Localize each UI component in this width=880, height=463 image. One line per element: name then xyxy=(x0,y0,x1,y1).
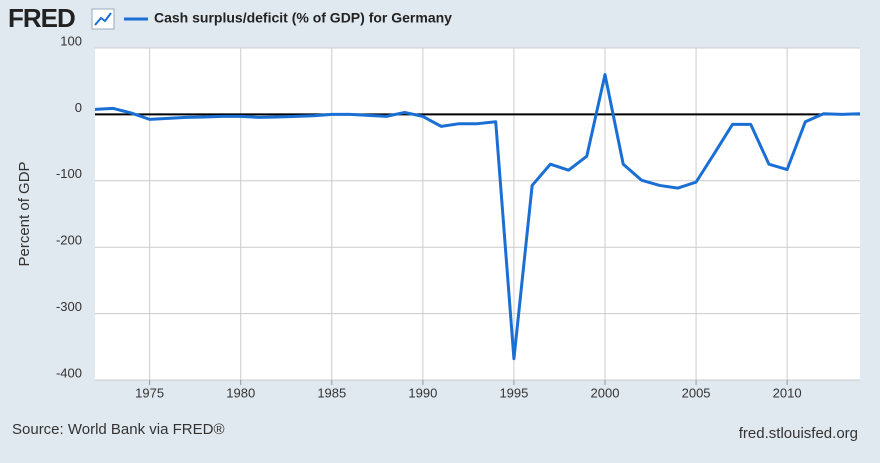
y-tick-label: 100 xyxy=(60,33,82,48)
x-tick-label: 2005 xyxy=(682,385,711,400)
logo-icon xyxy=(91,8,115,30)
x-tick-label: 2000 xyxy=(591,385,620,400)
source: Source: World Bank via FRED® xyxy=(12,421,225,438)
logo: FRED xyxy=(8,3,75,33)
legend-label: Cash surplus/deficit (% of GDP) for Germ… xyxy=(154,10,452,26)
x-tick-label: 2010 xyxy=(773,385,802,400)
x-tick-label: 1995 xyxy=(499,385,528,400)
y-tick-label: -100 xyxy=(56,166,82,181)
x-tick-label: 1980 xyxy=(226,385,255,400)
y-tick-label: 0 xyxy=(75,100,82,115)
data-line xyxy=(94,73,861,361)
site: fred.stlouisfed.org xyxy=(739,425,858,442)
y-tick-label: -200 xyxy=(56,233,82,248)
x-tick-label: 1990 xyxy=(408,385,437,400)
y-tick-label: -300 xyxy=(56,299,82,314)
x-tick-label: 1985 xyxy=(317,385,346,400)
y-tick-label: -400 xyxy=(56,365,82,380)
plot-area xyxy=(95,48,860,380)
y-axis-label: Percent of GDP xyxy=(16,161,33,266)
x-tick-label: 1975 xyxy=(135,385,164,400)
